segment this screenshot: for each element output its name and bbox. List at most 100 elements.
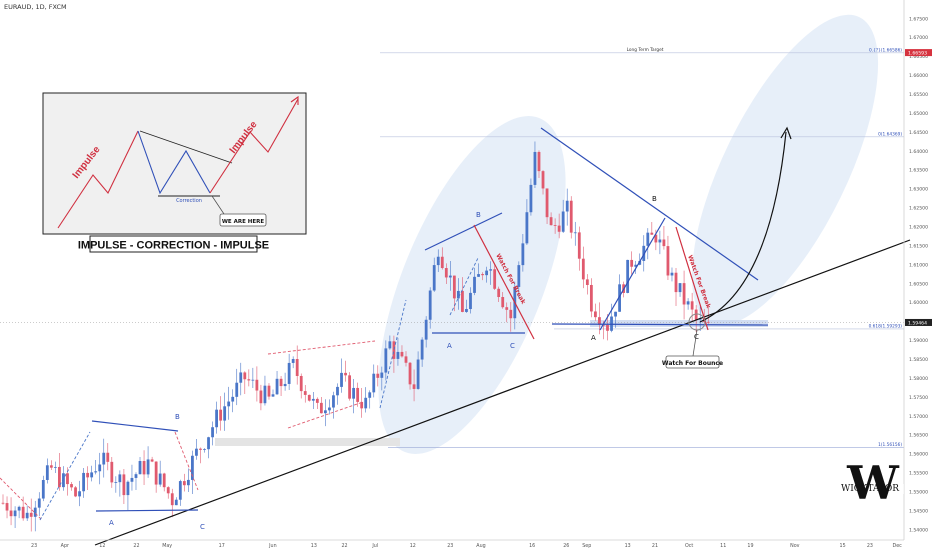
- candle-body: [29, 512, 33, 517]
- candle-body: [134, 474, 138, 478]
- price-axis[interactable]: 1.67500 1.67000 1.66500 1.66000 1.65500 1.650…: [905, 16, 932, 533]
- y-tick-label: 1.63000: [909, 187, 928, 193]
- ellipse-wave-1: [378, 116, 566, 454]
- main-trendline: [94, 239, 911, 546]
- fib-label: 0.618(1.59293): [869, 323, 903, 329]
- candle-body: [404, 356, 408, 363]
- candle-body: [291, 359, 295, 363]
- x-tick-label: Apr: [61, 543, 69, 549]
- candle-body: [307, 394, 311, 401]
- x-tick-label: 26: [563, 543, 569, 549]
- candle-body: [440, 256, 444, 269]
- candle-body: [452, 275, 456, 299]
- y-tick-label: 1.61000: [909, 262, 928, 268]
- inset-title: IMPULSE - CORRECTION - IMPULSE: [78, 240, 269, 252]
- candle-body: [223, 406, 227, 421]
- candle-body: [525, 212, 529, 244]
- candle-body: [311, 398, 315, 401]
- x-tick-label: 23: [447, 543, 453, 549]
- x-tick-label: 22: [341, 543, 347, 549]
- candle-body: [638, 260, 642, 265]
- candle-body: [340, 372, 343, 387]
- candle-body: [489, 269, 493, 271]
- candle-body: [182, 481, 186, 486]
- candle-body: [553, 225, 557, 226]
- projection-arrow-head: [780, 126, 792, 140]
- triangle-inner-line: [599, 217, 666, 331]
- support-zone-right: [590, 320, 768, 327]
- wave-label-a-right: A: [591, 334, 596, 342]
- candle-body: [706, 321, 710, 323]
- candle-body: [356, 387, 360, 402]
- candle-body: [420, 339, 424, 360]
- candle-body: [78, 491, 81, 497]
- y-tick-label: 1.57000: [909, 414, 928, 420]
- candle-body: [106, 452, 110, 462]
- x-tick-label: 22: [133, 543, 139, 549]
- current-price-label: 1.59464: [908, 320, 927, 326]
- candle-body: [227, 401, 231, 407]
- candle-body: [283, 383, 287, 387]
- x-tick-label: 11: [720, 543, 726, 549]
- candle-body: [150, 459, 154, 462]
- candle-body: [372, 373, 376, 393]
- candle-body: [219, 409, 223, 421]
- candle-body: [509, 309, 513, 319]
- candle-body: [1, 502, 5, 504]
- candle-body: [251, 379, 255, 381]
- x-tick-label: 19: [747, 543, 753, 549]
- candle-body: [654, 234, 658, 243]
- fib-name: Long Term Target: [627, 47, 664, 53]
- y-tick-label: 1.55500: [909, 471, 928, 477]
- candle-body: [380, 372, 384, 378]
- wave-label-c-mid: C: [510, 342, 515, 350]
- candle-body: [195, 448, 198, 456]
- candle-body: [33, 507, 37, 517]
- candle-body: [614, 311, 617, 317]
- candle-body: [670, 272, 674, 276]
- wave-labels: B A C A C B A B C: [109, 195, 699, 531]
- y-tick-label: 1.54500: [909, 508, 928, 514]
- candle-body: [674, 272, 678, 293]
- candle-body: [610, 316, 613, 331]
- candle-body: [589, 284, 593, 312]
- fib-label: 0(1.64369): [878, 131, 902, 137]
- x-tick-label: 16: [529, 543, 535, 549]
- candles: [1, 141, 710, 532]
- candle-body: [694, 309, 698, 320]
- y-tick-label: 1.65500: [909, 92, 928, 98]
- candle-body: [545, 188, 549, 218]
- inset-correction-label: Correction: [176, 198, 202, 204]
- bounce-callout-line: [692, 329, 698, 357]
- candle-body: [416, 359, 420, 389]
- time-axis[interactable]: 23 Apr 12 22 May 17 Jun 13 22 Jul 12 23 Aug 16 26 Sep 13…: [31, 543, 902, 549]
- dashed-up-2: [379, 299, 407, 409]
- y-tick-label: 1.66000: [909, 73, 928, 79]
- candle-body: [650, 232, 654, 235]
- candle-body: [110, 461, 114, 483]
- candle-body: [49, 465, 53, 468]
- y-tick-label: 1.66500: [909, 54, 928, 60]
- candle-body: [122, 474, 126, 496]
- wave-label-b-right: B: [652, 195, 657, 203]
- candle-body: [126, 481, 130, 496]
- y-tick-label: 1.62000: [909, 224, 928, 230]
- candle-body: [424, 319, 428, 340]
- wave-ellipses: [378, 14, 879, 454]
- candle-body: [598, 317, 601, 325]
- candle-body: [392, 341, 396, 359]
- y-tick-label: 1.67500: [909, 16, 928, 22]
- candle-body: [70, 484, 73, 488]
- candle-body: [428, 290, 432, 320]
- candle-body: [118, 474, 122, 483]
- candle-body: [170, 493, 174, 506]
- candle-body: [448, 275, 452, 278]
- wave-c-bottom-line: [551, 323, 769, 326]
- candle-body: [255, 379, 259, 391]
- inset-here-text: WE ARE HERE: [222, 219, 264, 225]
- x-tick-label: 23: [867, 543, 873, 549]
- candle-body: [501, 297, 505, 308]
- bounce-callout-box: [665, 355, 720, 369]
- x-tick-label: 12: [99, 543, 105, 549]
